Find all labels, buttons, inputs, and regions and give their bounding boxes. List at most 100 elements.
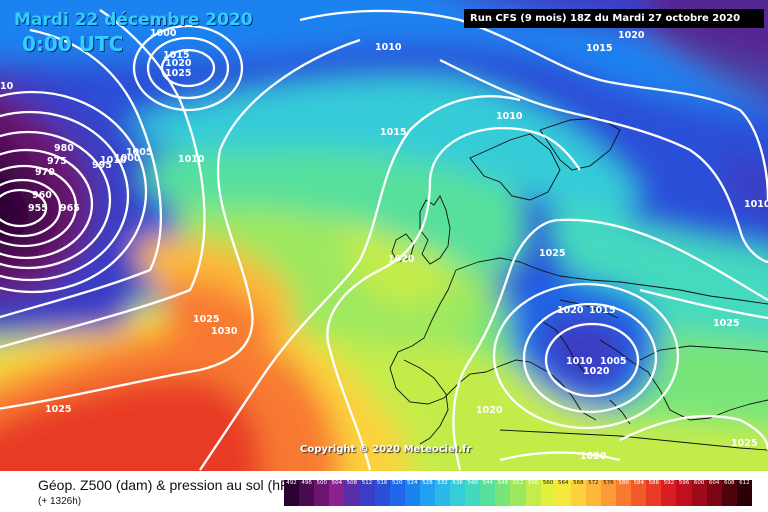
scale-label: 568 — [573, 480, 584, 486]
scale-swatch: 528 — [419, 480, 435, 506]
weather-map: 1000 1015 1020 1025 1010 1020 1010 1015 … — [0, 0, 768, 471]
isobar-label: 1005 — [126, 147, 152, 158]
scale-label: 540 — [467, 480, 478, 486]
scale-swatch: 572 — [585, 480, 601, 506]
isobar-label: 1010 — [375, 42, 402, 53]
scale-label: 552 — [512, 480, 524, 486]
isobar-label: 955 — [28, 203, 48, 214]
isobars — [0, 9, 768, 471]
scale-label: 588 — [648, 480, 660, 486]
scale-swatch: 568 — [570, 480, 586, 506]
scale-label: 564 — [557, 480, 569, 486]
scale-swatch: 612 — [736, 480, 752, 506]
scale-label: 572 — [588, 480, 599, 486]
isobar-label: 970 — [35, 167, 55, 178]
scale-label: 584 — [633, 480, 644, 486]
scale-swatch: 516 — [374, 480, 390, 506]
isobar-label: 1005 — [600, 356, 626, 367]
isobar-label: 1010 — [100, 155, 127, 166]
scale-label: 496 — [301, 480, 312, 486]
scale-label: 536 — [452, 480, 463, 486]
isobar-label: 1010 — [178, 154, 205, 165]
scale-swatch: 576 — [600, 480, 617, 506]
scale-swatch: 604 — [706, 480, 722, 506]
isobar-label: 1020 — [476, 405, 503, 416]
scale-swatch: 548 — [495, 480, 511, 506]
isobar-label: 1010 — [566, 356, 593, 367]
scale-swatch: 596 — [676, 480, 692, 506]
scale-label: 524 — [407, 480, 418, 486]
scale-label: 516 — [376, 480, 388, 486]
scale-label: 504 — [331, 480, 343, 486]
scale-swatch: 512 — [359, 480, 375, 506]
isobar-label: 1020 — [557, 305, 584, 316]
legend-footer: Géop. Z500 (dam) & pression au sol (hPa)… — [0, 471, 768, 512]
scale-label: 500 — [316, 480, 327, 486]
scale-swatch: 492 — [284, 480, 300, 506]
scale-swatch: 580 — [616, 480, 632, 506]
isobar-labels: 1000 1015 1020 1025 1010 1020 1010 1015 … — [0, 28, 768, 462]
isobar-label: 1015 — [380, 127, 406, 138]
scale-swatch: 588 — [646, 480, 662, 506]
scale-label: 556 — [527, 480, 539, 486]
isobar-label: 1000 — [114, 153, 141, 164]
scale-swatch: 536 — [450, 480, 466, 506]
scale-swatch: 500 — [314, 480, 330, 506]
scale-swatch: 564 — [555, 480, 571, 506]
scale-swatch: 532 — [434, 480, 451, 506]
scale-label: 532 — [437, 480, 448, 486]
scale-label: 596 — [678, 480, 690, 486]
scale-swatch: 540 — [465, 480, 481, 506]
isobar-label: 1025 — [165, 68, 191, 79]
isobar-label: 1000 — [150, 28, 177, 39]
isobar-label: 1015 — [589, 305, 615, 316]
scale-label: 580 — [618, 480, 629, 486]
scale-label: 544 — [482, 480, 494, 486]
scale-label: 508 — [346, 480, 358, 486]
scale-label: 512 — [361, 480, 373, 486]
isobar-label: 1020 — [388, 254, 415, 265]
isobar-label: 1020 — [618, 30, 645, 41]
scale-label: 612 — [739, 480, 750, 486]
scale-swatch: 496 — [299, 480, 315, 506]
scale-label: 592 — [663, 480, 675, 486]
legend-title: Géop. Z500 (dam) & pression au sol (hPa) — [38, 477, 302, 493]
isobar-label: 1025 — [45, 404, 71, 415]
isobar-label: 1010 — [496, 111, 523, 122]
isobar-label: 1025 — [193, 314, 219, 325]
scale-swatch: 560 — [540, 480, 556, 506]
isobar-label: 1020 — [165, 58, 192, 69]
scale-label: 548 — [497, 480, 509, 486]
scale-label: 608 — [724, 480, 735, 486]
scale-swatch: 556 — [525, 480, 541, 506]
map-canvas: 1000 1015 1020 1025 1010 1020 1010 1015 … — [0, 0, 768, 471]
scale-label: 600 — [693, 480, 705, 486]
run-info: Run CFS (9 mois) 18Z du Mardi 27 octobre… — [464, 9, 764, 28]
isobar-label: 1015 — [163, 50, 189, 61]
isobar-label: 1030 — [211, 326, 238, 337]
isobar-label: 995 — [92, 160, 112, 171]
scale-swatch: 544 — [480, 480, 496, 506]
scale-swatch: 552 — [510, 480, 526, 506]
scale-label: 560 — [542, 480, 554, 486]
scale-swatch: 592 — [661, 480, 677, 506]
copyright: Copyright © 2020 Meteociel.fr — [300, 444, 472, 455]
isobar-label: 1025 — [713, 318, 739, 329]
forecast-date: Mardi 22 décembre 2020 — [14, 10, 253, 30]
scale-swatch: 524 — [404, 480, 420, 506]
scale-swatch: 600 — [691, 480, 707, 506]
isobar-label: 1020 — [583, 366, 610, 377]
scale-label: 604 — [708, 480, 720, 486]
isobar-label: 1025 — [539, 248, 565, 259]
scale-swatch: 508 — [344, 480, 360, 506]
scale-swatch: 608 — [721, 480, 737, 506]
scale-label: 520 — [391, 480, 403, 486]
legend-subtitle: (+ 1326h) — [38, 496, 82, 507]
scale-swatch: 584 — [631, 480, 647, 506]
scale-swatch: 520 — [389, 480, 405, 506]
scale-label: 576 — [603, 480, 614, 486]
isobar-label: 10 — [0, 81, 14, 92]
isobar-label: 965 — [60, 203, 80, 214]
isobar-label: 1020 — [580, 451, 607, 462]
isobar-label: 960 — [32, 190, 52, 201]
